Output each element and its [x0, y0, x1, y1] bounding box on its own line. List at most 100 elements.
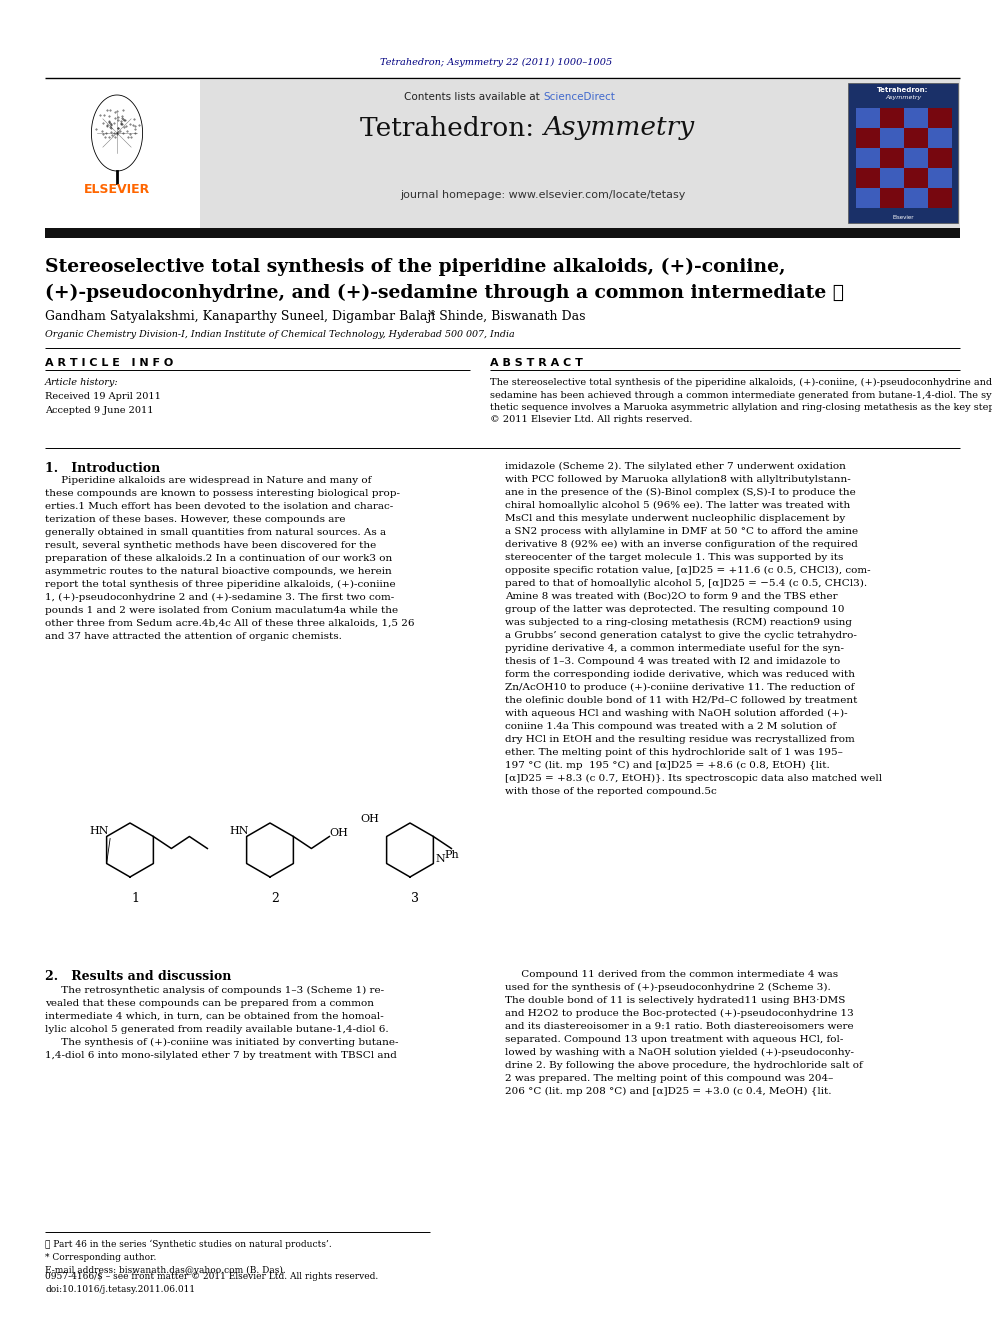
- Text: imidazole (Scheme 2). The silylated ether 7 underwent oxidation: imidazole (Scheme 2). The silylated ethe…: [505, 462, 846, 471]
- Text: ane in the presence of the (S)-Binol complex (S,S)-I to produce the: ane in the presence of the (S)-Binol com…: [505, 488, 856, 497]
- Text: © 2011 Elsevier Ltd. All rights reserved.: © 2011 Elsevier Ltd. All rights reserved…: [490, 415, 692, 425]
- Text: HN: HN: [229, 827, 249, 836]
- Text: derivative 8 (92% ee) with an inverse configuration of the required: derivative 8 (92% ee) with an inverse co…: [505, 540, 858, 549]
- Text: The synthesis of (+)-coniine was initiated by converting butane-: The synthesis of (+)-coniine was initiat…: [45, 1039, 399, 1046]
- Bar: [856, 168, 880, 188]
- Text: Asymmetry: Asymmetry: [885, 95, 922, 101]
- Text: 1,4-diol 6 into mono-silylated ether 7 by treatment with TBSCl and: 1,4-diol 6 into mono-silylated ether 7 b…: [45, 1050, 397, 1060]
- Text: Asymmetry: Asymmetry: [543, 115, 694, 140]
- Text: form the corresponding iodide derivative, which was reduced with: form the corresponding iodide derivative…: [505, 669, 855, 679]
- Text: 206 °C (lit. mp 208 °C) and [α]D25 = +3.0 (c 0.4, MeOH) {lit.: 206 °C (lit. mp 208 °C) and [α]D25 = +3.…: [505, 1088, 831, 1097]
- Text: Tetrahedron; Asymmetry 22 (2011) 1000–1005: Tetrahedron; Asymmetry 22 (2011) 1000–10…: [380, 57, 612, 66]
- Text: lylic alcohol 5 generated from readily available butane-1,4-diol 6.: lylic alcohol 5 generated from readily a…: [45, 1025, 389, 1035]
- Text: intermediate 4 which, in turn, can be obtained from the homoal-: intermediate 4 which, in turn, can be ob…: [45, 1012, 384, 1021]
- Text: drine 2. By following the above procedure, the hydrochloride salt of: drine 2. By following the above procedur…: [505, 1061, 863, 1070]
- Text: coniine 1.4a This compound was treated with a 2 M solution of: coniine 1.4a This compound was treated w…: [505, 722, 836, 732]
- Text: Organic Chemistry Division-I, Indian Institute of Chemical Technology, Hyderabad: Organic Chemistry Division-I, Indian Ins…: [45, 329, 515, 339]
- Bar: [880, 128, 904, 148]
- Text: sedamine has been achieved through a common intermediate generated from butane-1: sedamine has been achieved through a com…: [490, 390, 992, 400]
- Text: 1: 1: [131, 892, 139, 905]
- Text: lowed by washing with a NaOH solution yielded (+)-pseudoconhy-: lowed by washing with a NaOH solution yi…: [505, 1048, 854, 1057]
- Bar: [856, 148, 880, 168]
- Text: Stereoselective total synthesis of the piperidine alkaloids, (+)-coniine,: Stereoselective total synthesis of the p…: [45, 258, 786, 277]
- Bar: [880, 188, 904, 208]
- Text: Article history:: Article history:: [45, 378, 119, 388]
- Text: separated. Compound 13 upon treatment with aqueous HCl, fol-: separated. Compound 13 upon treatment wi…: [505, 1035, 843, 1044]
- Text: opposite specific rotation value, [α]D25 = +11.6 (c 0.5, CHCl3), com-: opposite specific rotation value, [α]D25…: [505, 566, 871, 576]
- Text: and H2O2 to produce the Boc-protected (+)-pseudoconhydrine 13: and H2O2 to produce the Boc-protected (+…: [505, 1009, 854, 1019]
- Bar: [856, 128, 880, 148]
- Text: 0957-4166/$ – see front matter © 2011 Elsevier Ltd. All rights reserved.: 0957-4166/$ – see front matter © 2011 El…: [45, 1271, 378, 1281]
- Text: thesis of 1–3. Compound 4 was treated with I2 and imidazole to: thesis of 1–3. Compound 4 was treated wi…: [505, 658, 840, 665]
- Text: vealed that these compounds can be prepared from a common: vealed that these compounds can be prepa…: [45, 999, 374, 1008]
- Text: Ph: Ph: [444, 851, 458, 860]
- Text: [α]D25 = +8.3 (c 0.7, EtOH)}. Its spectroscopic data also matched well: [α]D25 = +8.3 (c 0.7, EtOH)}. Its spectr…: [505, 774, 882, 783]
- Text: journal homepage: www.elsevier.com/locate/tetasy: journal homepage: www.elsevier.com/locat…: [401, 191, 685, 200]
- Text: ELSEVIER: ELSEVIER: [84, 183, 150, 196]
- Text: Tetrahedron:: Tetrahedron:: [360, 115, 543, 140]
- Text: dry HCl in EtOH and the resulting residue was recrystallized from: dry HCl in EtOH and the resulting residu…: [505, 736, 855, 744]
- Text: terization of these bases. However, these compounds are: terization of these bases. However, thes…: [45, 515, 345, 524]
- Text: a SN2 process with allylamine in DMF at 50 °C to afford the amine: a SN2 process with allylamine in DMF at …: [505, 527, 858, 536]
- Text: generally obtained in small quantities from natural sources. As a: generally obtained in small quantities f…: [45, 528, 386, 537]
- Bar: [880, 148, 904, 168]
- Text: with aqueous HCl and washing with NaOH solution afforded (+)-: with aqueous HCl and washing with NaOH s…: [505, 709, 847, 718]
- Text: pyridine derivative 4, a common intermediate useful for the syn-: pyridine derivative 4, a common intermed…: [505, 644, 844, 654]
- Text: a Grubbs’ second generation catalyst to give the cyclic tetrahydro-: a Grubbs’ second generation catalyst to …: [505, 631, 857, 640]
- Text: The retrosynthetic analysis of compounds 1–3 (Scheme 1) re-: The retrosynthetic analysis of compounds…: [45, 986, 384, 995]
- Text: A B S T R A C T: A B S T R A C T: [490, 359, 583, 368]
- Text: Tetrahedron:: Tetrahedron:: [877, 87, 929, 93]
- Text: E-mail address: biswanath.das@yahoo.com (B. Das).: E-mail address: biswanath.das@yahoo.com …: [45, 1266, 286, 1275]
- Bar: [904, 148, 928, 168]
- Bar: [848, 83, 958, 224]
- Text: ScienceDirect: ScienceDirect: [543, 93, 615, 102]
- Text: stereocenter of the target molecule 1. This was supported by its: stereocenter of the target molecule 1. T…: [505, 553, 843, 562]
- Text: Accepted 9 June 2011: Accepted 9 June 2011: [45, 406, 154, 415]
- Text: HN: HN: [89, 827, 108, 836]
- Text: result, several synthetic methods have been discovered for the: result, several synthetic methods have b…: [45, 541, 376, 550]
- Bar: [904, 188, 928, 208]
- Bar: [904, 168, 928, 188]
- Text: the olefinic double bond of 11 with H2/Pd–C followed by treatment: the olefinic double bond of 11 with H2/P…: [505, 696, 857, 705]
- Text: * Corresponding author.: * Corresponding author.: [45, 1253, 157, 1262]
- Bar: [904, 108, 928, 128]
- Text: Received 19 April 2011: Received 19 April 2011: [45, 392, 161, 401]
- Text: erties.1 Much effort has been devoted to the isolation and charac-: erties.1 Much effort has been devoted to…: [45, 501, 393, 511]
- Bar: [928, 188, 952, 208]
- Text: Piperidine alkaloids are widespread in Nature and many of: Piperidine alkaloids are widespread in N…: [45, 476, 371, 486]
- Text: with those of the reported compound.5c: with those of the reported compound.5c: [505, 787, 717, 796]
- Text: 1, (+)-pseudoconhydrine 2 and (+)-sedamine 3. The first two com-: 1, (+)-pseudoconhydrine 2 and (+)-sedami…: [45, 593, 394, 602]
- Text: A R T I C L E   I N F O: A R T I C L E I N F O: [45, 359, 174, 368]
- Text: preparation of these alkaloids.2 In a continuation of our work3 on: preparation of these alkaloids.2 In a co…: [45, 554, 392, 564]
- Text: was subjected to a ring-closing metathesis (RCM) reaction9 using: was subjected to a ring-closing metathes…: [505, 618, 852, 627]
- Text: The double bond of 11 is selectively hydrated11 using BH3·DMS: The double bond of 11 is selectively hyd…: [505, 996, 845, 1005]
- Bar: [928, 148, 952, 168]
- Bar: [45, 79, 200, 228]
- Text: chiral homoallylic alcohol 5 (96% ee). The latter was treated with: chiral homoallylic alcohol 5 (96% ee). T…: [505, 501, 850, 511]
- Text: report the total synthesis of three piperidine alkaloids, (+)-coniine: report the total synthesis of three pipe…: [45, 579, 396, 589]
- Text: asymmetric routes to the natural bioactive compounds, we herein: asymmetric routes to the natural bioacti…: [45, 568, 392, 576]
- Text: thetic sequence involves a Maruoka asymmetric allylation and ring-closing metath: thetic sequence involves a Maruoka asymm…: [490, 404, 992, 411]
- Bar: [928, 128, 952, 148]
- Bar: [45, 79, 960, 228]
- Text: and 37 have attracted the attention of organic chemists.: and 37 have attracted the attention of o…: [45, 632, 342, 642]
- Text: group of the latter was deprotected. The resulting compound 10: group of the latter was deprotected. The…: [505, 605, 844, 614]
- Text: used for the synthesis of (+)-pseudoconhydrine 2 (Scheme 3).: used for the synthesis of (+)-pseudoconh…: [505, 983, 830, 992]
- Text: with PCC followed by Maruoka allylation8 with allyltributylstann-: with PCC followed by Maruoka allylation8…: [505, 475, 851, 484]
- Text: MsCl and this mesylate underwent nucleophilic displacement by: MsCl and this mesylate underwent nucleop…: [505, 515, 845, 523]
- Text: doi:10.1016/j.tetasy.2011.06.011: doi:10.1016/j.tetasy.2011.06.011: [45, 1285, 195, 1294]
- Bar: [856, 188, 880, 208]
- Text: 1.   Introduction: 1. Introduction: [45, 462, 161, 475]
- Text: and its diastereoisomer in a 9:1 ratio. Both diastereoisomers were: and its diastereoisomer in a 9:1 ratio. …: [505, 1021, 854, 1031]
- Text: Zn/AcOH10 to produce (+)-coniine derivative 11. The reduction of: Zn/AcOH10 to produce (+)-coniine derivat…: [505, 683, 854, 692]
- Text: Elsevier: Elsevier: [892, 216, 914, 220]
- Text: N: N: [435, 855, 445, 864]
- Text: other three from Sedum acre.4b,4c All of these three alkaloids, 1,5 26: other three from Sedum acre.4b,4c All of…: [45, 619, 415, 628]
- Text: OH: OH: [329, 827, 348, 837]
- Text: these compounds are known to possess interesting biological prop-: these compounds are known to possess int…: [45, 490, 400, 497]
- Bar: [928, 108, 952, 128]
- Text: Compound 11 derived from the common intermediate 4 was: Compound 11 derived from the common inte…: [505, 970, 838, 979]
- Text: 2: 2: [271, 892, 279, 905]
- Text: ⋆ Part 46 in the series ‘Synthetic studies on natural products’.: ⋆ Part 46 in the series ‘Synthetic studi…: [45, 1240, 331, 1249]
- Text: OH: OH: [360, 814, 379, 824]
